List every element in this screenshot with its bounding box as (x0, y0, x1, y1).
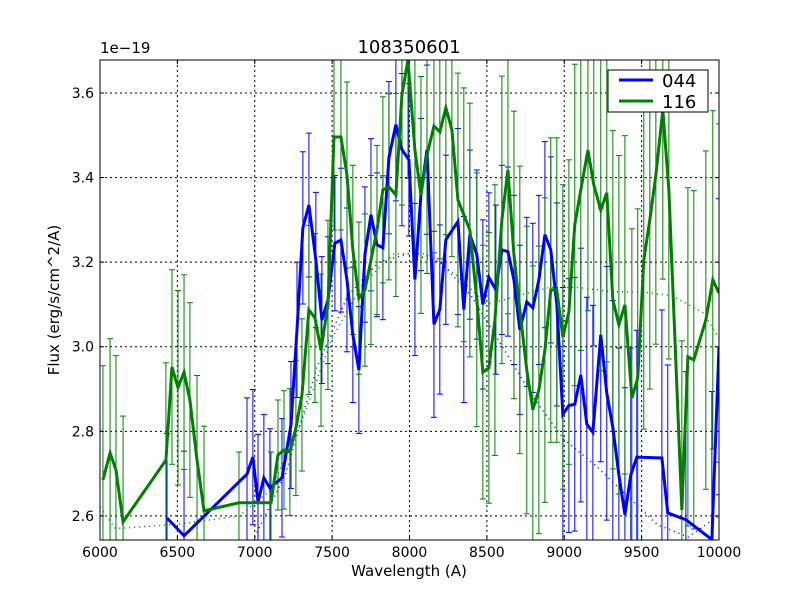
x-tick-label: 9500 (624, 545, 660, 561)
x-tick-label: 8500 (469, 545, 505, 561)
x-tick-label: 10000 (697, 545, 742, 561)
y-axis-label: Flux (erg/s/cm^2/A) (45, 225, 63, 376)
error-bar-116 (112, 355, 119, 540)
y-tick-label: 2.6 (72, 509, 94, 525)
error-bar-116 (584, 60, 591, 312)
legend: 044 116 (607, 69, 709, 113)
x-tick-label: 6000 (82, 545, 118, 561)
legend-label-044: 044 (662, 71, 696, 92)
y-tick-label: 2.8 (72, 424, 94, 440)
error-bar-044 (244, 397, 251, 540)
error-bar-116 (436, 60, 443, 260)
series-line-044 (165, 124, 719, 540)
x-tick-label: 8000 (392, 545, 428, 561)
error-bar-044 (716, 198, 719, 496)
y-tick-label: 3.0 (72, 340, 94, 356)
x-tick-label: 6500 (160, 545, 196, 561)
chart-title: 108350601 (357, 37, 460, 58)
y-tick-label: 3.6 (72, 86, 94, 102)
error-bar-116 (716, 123, 719, 463)
axis-ticks: 6000 6500 7000 7500 8000 8500 9000 9500 10000 2.6… (72, 60, 742, 561)
x-axis-label: Wavelength (A) (351, 562, 467, 580)
series-line-116 (101, 60, 719, 526)
error-bar-116 (448, 60, 455, 258)
x-tick-label: 7000 (237, 545, 273, 561)
error-bar-116 (398, 60, 405, 206)
error-bar-044 (254, 433, 261, 540)
error-bar-116 (200, 425, 207, 540)
y-tick-label: 3.2 (72, 255, 94, 271)
y-offset-label: 1e−19 (100, 39, 150, 57)
error-bar-116 (590, 60, 597, 346)
fit-line-044-fit (254, 252, 719, 538)
x-tick-label: 9000 (546, 545, 582, 561)
y-tick-label: 3.4 (72, 171, 94, 187)
legend-label-116: 116 (662, 92, 696, 113)
error-bar-044 (658, 309, 665, 540)
error-bar-116 (107, 338, 114, 540)
legend-box (607, 69, 709, 113)
error-bar-116 (577, 60, 584, 352)
x-tick-label: 7500 (314, 545, 350, 561)
error-bar-116 (100, 365, 106, 540)
fit-line-116-fit (100, 252, 719, 530)
error-bar-116 (235, 451, 242, 540)
axes-frame (99, 59, 720, 541)
error-bar-044 (266, 428, 273, 540)
